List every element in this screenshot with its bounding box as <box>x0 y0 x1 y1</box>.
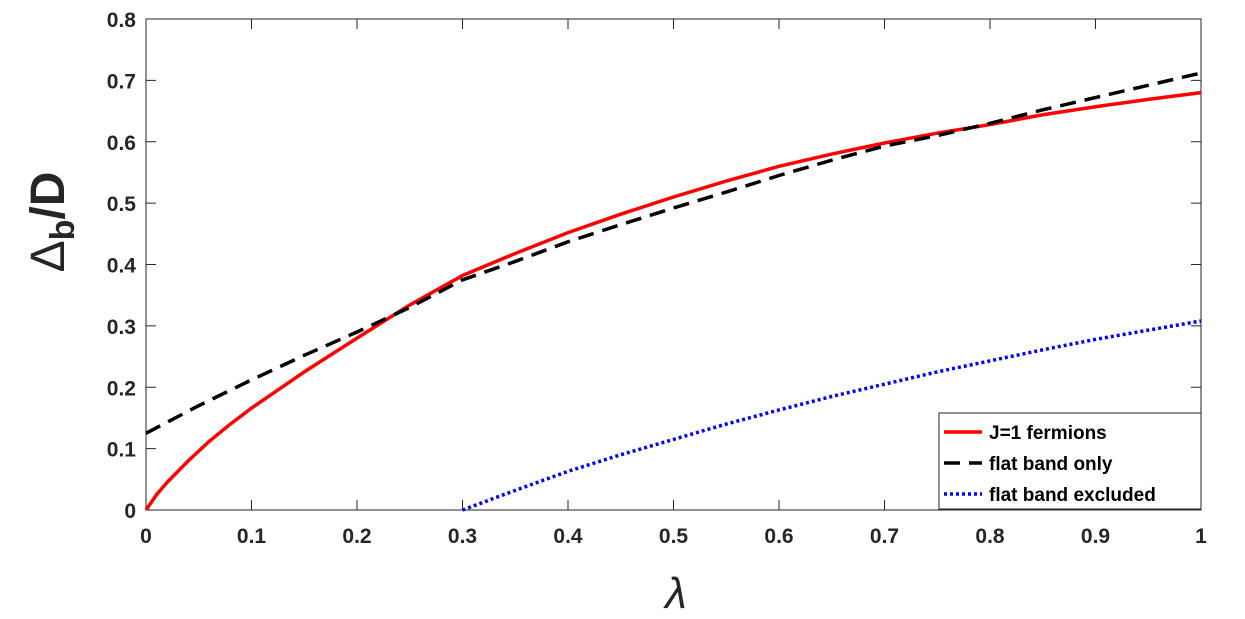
y-tick-label: 0.6 <box>107 132 136 155</box>
y-tick-label: 0.8 <box>107 9 137 32</box>
x-tick-label: 0.1 <box>237 525 267 548</box>
legend-label-2: flat band only <box>989 454 1113 475</box>
y-tick-label: 0.3 <box>107 316 136 339</box>
series-line-3 <box>461 319 1202 512</box>
x-tick-label: 0.5 <box>659 525 689 548</box>
x-tick-label: 0.4 <box>553 525 583 548</box>
legend-label-3: flat band excluded <box>989 485 1156 506</box>
y-axis-title-subscript: b <box>44 220 82 241</box>
y-tick-label: 0.4 <box>107 255 137 278</box>
x-tick-label: 0.9 <box>1081 525 1110 548</box>
legend: J=1 fermions flat band only flat band excl… <box>938 412 1202 510</box>
y-axis-title-symbol: Δ <box>22 240 75 272</box>
x-axis-title: λ <box>663 569 687 618</box>
y-axis-title-suffix: /D <box>22 172 75 220</box>
x-tick-label: 0.6 <box>764 525 793 548</box>
y-tick-label: 0.1 <box>107 439 137 462</box>
y-tick-label: 0.7 <box>107 70 136 93</box>
x-tick-label: 0.3 <box>448 525 477 548</box>
x-tick-label: 0.2 <box>342 525 371 548</box>
y-tick-label: 0 <box>124 500 136 523</box>
y-tick-label: 0.5 <box>107 193 137 216</box>
series-line-2 <box>145 71 1202 435</box>
x-tick-label: 0 <box>140 525 152 548</box>
y-tick-label: 0.2 <box>107 377 136 400</box>
ticks-layer: 0 0.1 0.2 0.3 0.4 0.5 0.6 0.7 0.8 0.9 1 0 0.1 0.2 0.3 0… <box>107 9 1207 548</box>
x-tick-label: 1 <box>1195 525 1207 548</box>
legend-box <box>938 412 1202 510</box>
series-layer <box>144 71 1202 512</box>
legend-label-1: J=1 fermions <box>989 423 1107 444</box>
x-tick-label: 0.8 <box>975 525 1005 548</box>
legend-items: J=1 fermions flat band only flat band excl… <box>944 423 1156 506</box>
x-tick-label: 0.7 <box>870 525 899 548</box>
y-axis-title: Δb/D <box>22 172 82 273</box>
